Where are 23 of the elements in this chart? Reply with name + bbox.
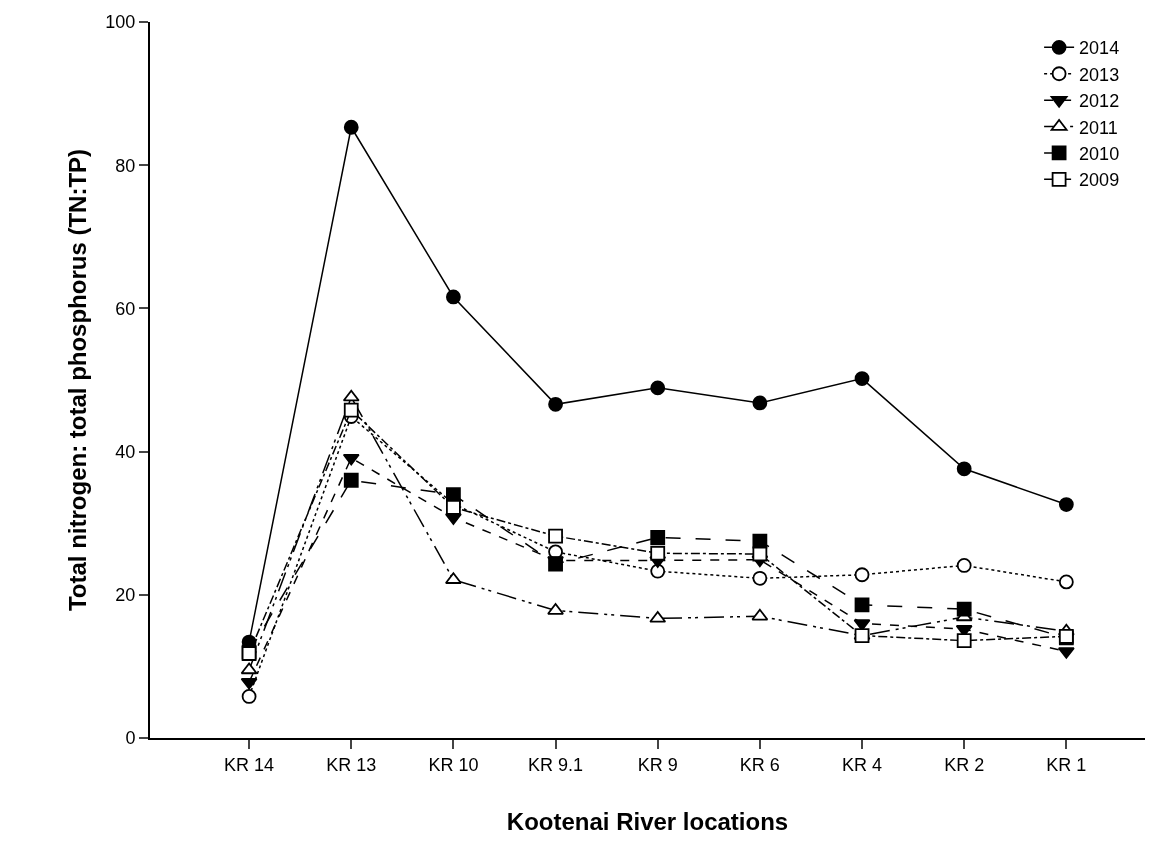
y-tick-label: 100 <box>105 12 136 33</box>
legend-label: 2010 <box>1079 143 1120 164</box>
y-tick-label: 60 <box>115 298 136 319</box>
x-tick-label: KR 6 <box>739 754 780 775</box>
y-tick-label: 80 <box>115 155 136 176</box>
x-tick-label: KR 9 <box>637 754 678 775</box>
legend-label: 2013 <box>1079 64 1120 85</box>
x-tick-label: KR 2 <box>944 754 985 775</box>
legend-label: 2009 <box>1079 170 1120 191</box>
y-tick-label: 40 <box>115 441 136 462</box>
x-axis-title: Kootenai River locations <box>506 808 789 836</box>
x-tick-label: KR 14 <box>224 754 275 775</box>
x-tick-label: KR 1 <box>1046 754 1087 775</box>
y-tick-label: 0 <box>125 728 136 749</box>
x-tick-label: KR 10 <box>428 754 479 775</box>
legend-label: 2011 <box>1079 117 1118 138</box>
legend-label: 2012 <box>1079 91 1120 112</box>
legend-label: 2014 <box>1079 38 1120 59</box>
x-tick-label: KR 9.1 <box>528 754 584 775</box>
x-tick-label: KR 13 <box>326 754 377 775</box>
y-axis-title: Total nitrogen: total phosphorus (TN:TP) <box>63 148 91 612</box>
y-tick-label: 20 <box>115 585 136 606</box>
x-tick-label: KR 4 <box>842 754 883 775</box>
